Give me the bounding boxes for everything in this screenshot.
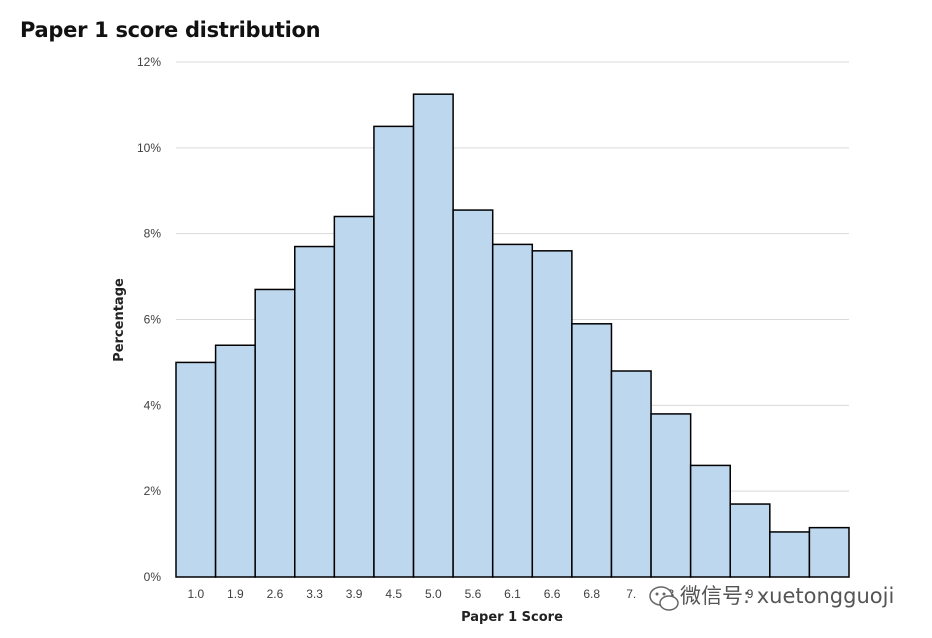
bar [214,344,256,578]
x-tick-label: 1.9 [227,587,244,601]
x-tick-label: 2.6 [267,587,284,601]
bar [294,245,336,578]
bar [254,288,296,578]
x-tick-label: 6.1 [504,587,521,601]
bar [729,503,771,578]
x-tick-label: 3.3 [306,587,323,601]
x-tick-label: 1.0 [187,587,204,601]
y-tick-label: 8% [144,227,162,241]
bar [373,125,415,578]
bar [531,250,573,578]
bar [571,323,613,578]
x-tick-label: 5.6 [465,587,482,601]
x-tick-label: 6.6 [544,587,561,601]
x-tick-label: 3.9 [346,587,363,601]
bar [689,464,731,578]
bar [452,209,494,578]
y-tick-label: 0% [144,570,162,584]
bar [808,526,850,578]
x-axis-title: Paper 1 Score [461,610,563,625]
x-tick-label: 9 [747,587,754,601]
bar [333,215,375,578]
y-tick-label: 6% [144,313,162,327]
y-tick-label: 10% [137,141,161,155]
bar [610,370,652,578]
x-tick-label: 7. [626,587,636,601]
x-tick-label: 4.5 [385,587,402,601]
watermark: 微信号: xuetongguoji [649,584,894,611]
bar [769,531,811,578]
y-tick-label: 12% [137,55,161,69]
y-tick-label: 4% [144,398,162,412]
watermark-text: 微信号: xuetongguoji [680,584,894,608]
y-tick-labels: 0% 2% 4% 6% 8% 10% 12% [137,55,161,584]
bar [650,413,692,578]
x-tick-label: 6.8 [583,587,600,601]
bars [175,93,850,578]
bar [491,243,534,578]
wechat-icon [649,586,679,611]
x-tick-label: 5.0 [425,587,442,601]
chart-title: Paper 1 score distribution [20,18,321,42]
y-tick-label: 2% [144,484,162,498]
bar [175,361,217,578]
y-axis-title: Percentage [112,278,127,362]
bar [412,93,454,578]
